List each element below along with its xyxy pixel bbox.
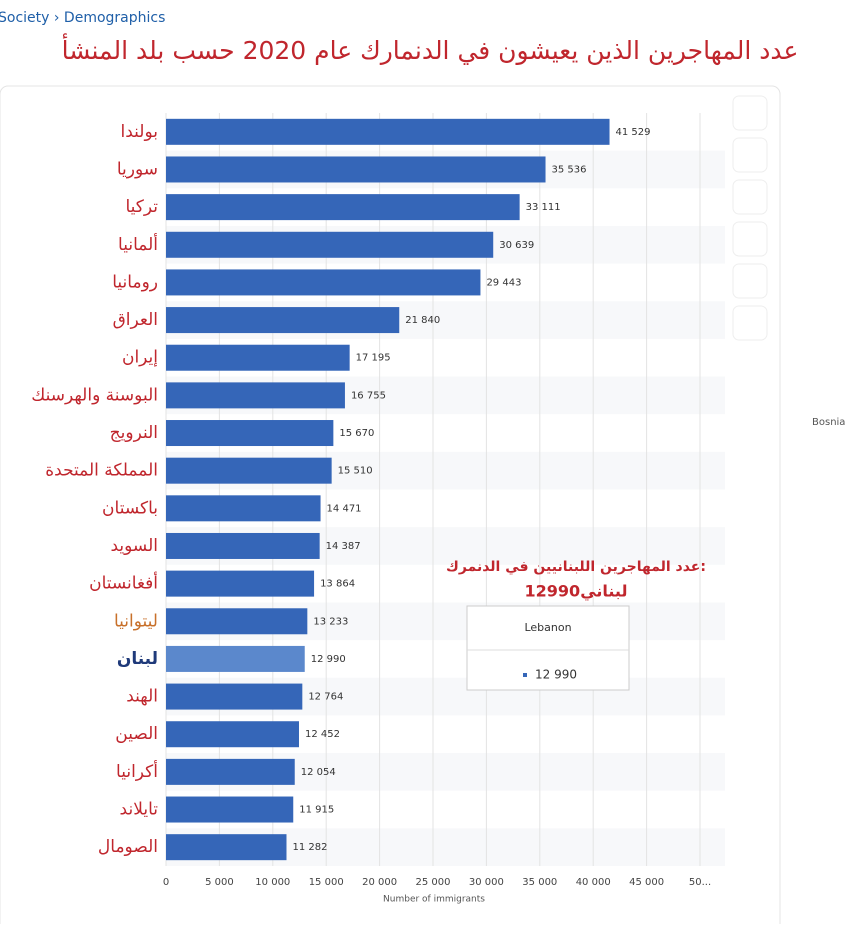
y-tick-label: رومانيا: [112, 272, 158, 292]
bar: [166, 683, 303, 710]
y-tick-label: النرويج: [110, 423, 158, 443]
y-tick-label: بولندا: [121, 122, 158, 142]
bar: [166, 457, 332, 484]
value-label: 14 387: [326, 541, 361, 552]
x-axis-label: Number of immigrants: [383, 895, 485, 905]
x-tick-label: 35 000: [522, 877, 557, 888]
y-tick-label: تركيا: [125, 197, 158, 217]
tooltip: [466, 605, 630, 691]
value-label: 13 233: [313, 616, 348, 627]
chart-card: [0, 85, 781, 928]
bar: [166, 721, 299, 748]
bar: [166, 269, 481, 296]
value-label: 13 864: [320, 579, 355, 590]
side-buttons: [732, 95, 768, 341]
value-label: 15 670: [339, 428, 374, 439]
value-label: 16 755: [351, 390, 386, 401]
value-label: 15 510: [338, 466, 373, 477]
button[interactable]: [732, 305, 768, 341]
plot: 0 5 000 10 000 15 000 20 000 25 000 30 000 35 0…: [31, 113, 725, 888]
side-label: Bosnia: [812, 417, 845, 428]
value-label: 21 840: [405, 315, 440, 326]
y-tick-label: أفغانستان: [89, 572, 158, 594]
x-tick-label: 10 000: [255, 877, 290, 888]
y-tick-label: المملكة المتحدة: [45, 461, 158, 481]
bar: [166, 156, 546, 183]
x-tick-label: 25 000: [416, 877, 451, 888]
value-label: 12 990: [311, 654, 346, 665]
y-tick-label: الصومال: [98, 837, 158, 857]
bar: [166, 608, 308, 635]
y-tick-label: ليتوانيا: [114, 611, 158, 631]
y-tick-label: العراق: [113, 310, 158, 330]
y-tick-label: الصين: [115, 724, 158, 744]
bar: [166, 307, 400, 334]
y-tick-label: السويد: [110, 536, 158, 556]
bar: [166, 758, 295, 785]
value-label: 12 764: [308, 692, 343, 703]
y-tick-label: لبنان: [117, 649, 158, 669]
value-label: 11 915: [299, 805, 334, 816]
tooltip-value: 12 990: [535, 668, 577, 682]
x-tick-label: 40 000: [576, 877, 611, 888]
x-tick-label: 50...: [689, 877, 711, 888]
bar: [166, 231, 494, 258]
y-tick-label: أكرانيا: [116, 760, 158, 782]
button[interactable]: [732, 179, 768, 215]
y-tick-label: ألمانيا: [118, 233, 158, 255]
breadcrumb[interactable]: Society › Demographics: [0, 10, 165, 26]
bar: [166, 344, 350, 371]
x-tick-label: 20 000: [362, 877, 397, 888]
button[interactable]: [732, 221, 768, 257]
y-tick-label: باكستان: [102, 498, 158, 518]
annotation: عدد المهاجرين اللبنانيين في الدنمرك:: [446, 559, 706, 575]
x-tick-label: 45 000: [629, 877, 664, 888]
bar: [166, 796, 294, 823]
chart-title: عدد المهاجرين الذين يعيشون في الدنمارك ع…: [62, 32, 799, 66]
x-tick-label: 30 000: [469, 877, 504, 888]
button[interactable]: [732, 137, 768, 173]
bar: [166, 645, 305, 672]
bar: [166, 194, 520, 221]
bar: [166, 420, 334, 447]
value-label: 41 529: [616, 127, 651, 138]
value-label: 11 282: [292, 842, 327, 853]
bar: [166, 570, 315, 597]
x-tick-label: 5 000: [205, 877, 234, 888]
button[interactable]: [732, 263, 768, 299]
value-label: 29 443: [486, 277, 521, 288]
value-label: 33 111: [526, 202, 561, 213]
y-tick-label: الهند: [126, 687, 158, 707]
bar: [166, 382, 345, 409]
overlay: عدد المهاجرين اللبنانيين في الدنمرك: لبن…: [446, 559, 706, 691]
x-tick-label: 15 000: [309, 877, 344, 888]
button[interactable]: [732, 95, 768, 131]
y-tick-label: تايلاند: [120, 800, 159, 820]
y-tick-label: إيران: [122, 348, 158, 368]
tooltip-title: Lebanon: [524, 621, 571, 634]
x-tick-label: 0: [163, 877, 169, 888]
annotation: لبناني12990: [525, 582, 628, 602]
value-label: 30 639: [499, 240, 534, 251]
bar: [166, 532, 320, 559]
bar: [166, 834, 287, 861]
y-tick-label: البوسنة والهرسنك: [31, 385, 158, 405]
bar: [166, 118, 610, 145]
value-label: 12 054: [301, 767, 336, 778]
bar: [166, 495, 321, 522]
value-label: 12 452: [305, 729, 340, 740]
tooltip-marker: [523, 673, 527, 677]
value-label: 14 471: [327, 503, 362, 514]
value-label: 35 536: [552, 164, 587, 175]
value-label: 17 195: [356, 353, 391, 364]
y-tick-label: سوريا: [117, 159, 158, 179]
